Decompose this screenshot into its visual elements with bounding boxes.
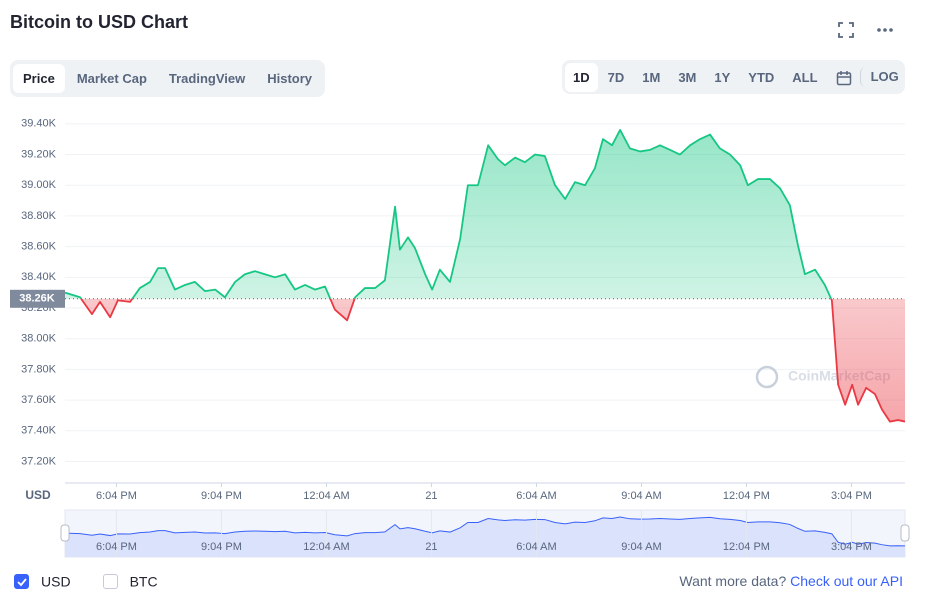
currency-label: BTC	[129, 573, 158, 590]
baseline-badge	[10, 289, 65, 308]
x-tick-label: 21	[425, 490, 437, 502]
x-tick-label: 9:04 PM	[201, 490, 242, 502]
currency-options: USD BTC	[14, 572, 158, 589]
navigator-line	[64, 516, 906, 547]
title: Bitcoin to USD Chart	[10, 12, 188, 32]
range-button[interactable]: 1M	[642, 69, 661, 85]
tab-bar: Price Market Cap TradingView History	[10, 60, 326, 97]
range-button[interactable]: 3M	[678, 69, 697, 85]
y-tick-label: 37.60K	[21, 394, 57, 406]
range-button[interactable]: 1Y	[714, 69, 731, 85]
y-tick-label: 37.20K	[21, 455, 57, 467]
checkbox[interactable]	[14, 573, 29, 589]
chart: 37.20K37.40K37.60K37.80K38.00K38.20K38.4…	[10, 118, 910, 558]
price-line-up	[65, 129, 833, 299]
x-tick-label: 9:04 AM	[621, 490, 661, 502]
y-tick-label: 38.60K	[21, 241, 57, 253]
navigator-tick-label: 9:04 AM	[621, 541, 661, 553]
range-button[interactable]: 7D	[607, 69, 625, 85]
tab[interactable]: TradingView	[168, 71, 246, 86]
check-mark	[17, 578, 27, 587]
tab[interactable]: Market Cap	[76, 71, 147, 86]
x-tick-label: 6:04 AM	[516, 490, 556, 502]
y-tick-label: 39.00K	[21, 179, 57, 191]
baseline-label: 38.26K	[19, 293, 55, 305]
navigator-tick-label: 3:04 PM	[831, 541, 872, 553]
navigator-tick-label: 21	[425, 541, 437, 553]
x-tick-label: 12:04 AM	[303, 490, 349, 502]
navigator-tick-label: 6:04 PM	[96, 541, 137, 553]
y-tick-label: 37.40K	[21, 425, 57, 437]
tab[interactable]: Price	[13, 64, 65, 93]
navigator-area	[65, 516, 905, 557]
currency-option[interactable]: USD	[14, 572, 71, 589]
calendar-icon	[836, 70, 851, 85]
area-up	[65, 129, 905, 299]
y-axis-label: USD	[25, 488, 51, 502]
y-tick-label: 38.00K	[21, 333, 57, 345]
navigator-tick-label: 12:04 PM	[723, 541, 770, 553]
y-tick-label: 39.40K	[21, 118, 57, 130]
api-link[interactable]: Check out our API	[790, 573, 903, 589]
navigator-tick-label: 6:04 AM	[516, 541, 556, 553]
y-tick-label: 39.20K	[21, 148, 57, 160]
range-button[interactable]: 1D	[565, 62, 598, 92]
x-tick-label: 3:04 PM	[831, 490, 872, 502]
x-tick-label: 12:04 PM	[723, 490, 770, 502]
y-tick-label: 37.80K	[21, 363, 57, 375]
currency-option[interactable]: BTC	[102, 572, 158, 590]
y-tick-label: 38.40K	[21, 271, 57, 283]
api-prompt: Want more data? Check out our API	[679, 573, 903, 589]
calendar-button[interactable]	[828, 63, 858, 92]
watermark-logo	[755, 365, 779, 389]
checkbox[interactable]	[102, 573, 118, 589]
x-tick-label: 6:04 PM	[96, 490, 137, 502]
navigator-tick-label: 9:04 PM	[201, 541, 242, 553]
fullscreen-icon[interactable]	[836, 20, 856, 40]
navigator-handle[interactable]	[900, 524, 910, 542]
navigator-tick-label: 12:04 AM	[303, 541, 349, 553]
tab[interactable]: History	[267, 71, 313, 86]
range-bar: 1D 7D 1M 3M 1Y YTD ALL LOG	[562, 60, 905, 94]
y-tick-label: 38.80K	[21, 210, 57, 222]
range-button[interactable]: ALL	[792, 69, 818, 85]
navigator-handle[interactable]	[60, 524, 70, 542]
range-button[interactable]: YTD	[748, 69, 775, 85]
more-icon[interactable]	[875, 20, 895, 40]
log-button[interactable]: LOG	[859, 67, 909, 87]
currency-label: USD	[41, 573, 71, 590]
prompt-text: Want more data?	[679, 573, 787, 589]
